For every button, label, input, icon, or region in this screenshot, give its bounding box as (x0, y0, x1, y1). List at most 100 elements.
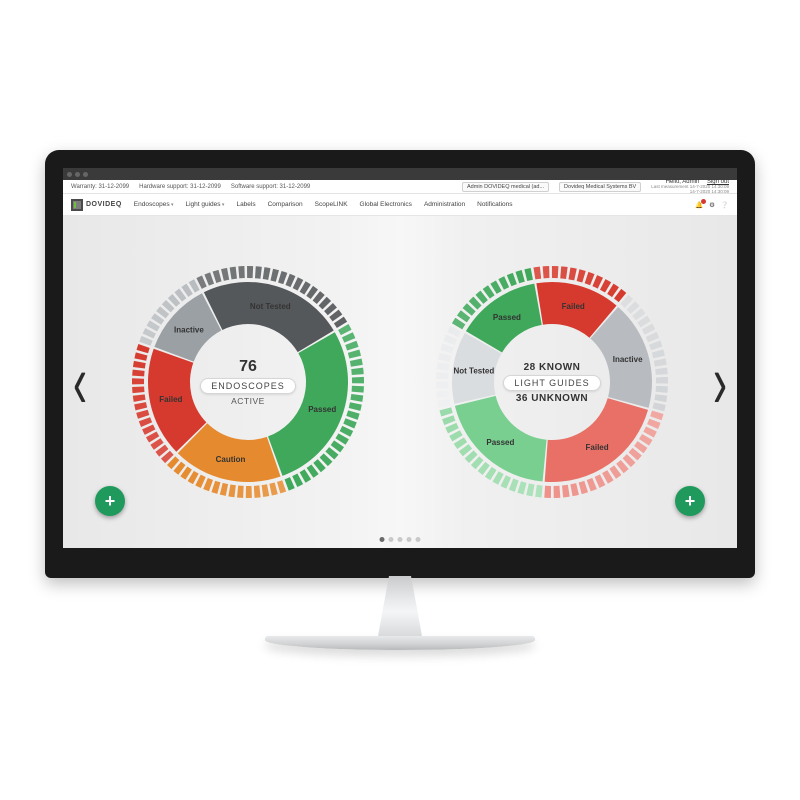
donut-tick (278, 271, 287, 284)
org-selector-2[interactable]: Dovideq Medical Systems BV (559, 182, 641, 192)
donut-tick (132, 370, 144, 377)
donut-tick (277, 480, 286, 493)
nav-item-endoscopes[interactable]: Endoscopes (134, 201, 174, 208)
donut-tick (560, 266, 567, 279)
donut-tick (228, 484, 235, 497)
donut-tick (255, 266, 262, 278)
donut-tick (649, 340, 662, 350)
nav-item-administration[interactable]: Administration (424, 201, 465, 208)
donut-tick (136, 410, 149, 419)
pager-dot[interactable] (389, 537, 394, 542)
donut-tick (139, 417, 152, 427)
donut-tick (132, 378, 144, 384)
brand-logo[interactable]: DOVIDEQ (71, 199, 122, 211)
pager-dot[interactable] (407, 537, 412, 542)
user-block: Hello, Admin Sign out Last measurement 1… (651, 179, 729, 194)
donut-tick (447, 326, 461, 337)
donut-tick (352, 377, 364, 383)
donut-tick (350, 394, 363, 402)
nav-item-comparison[interactable]: Comparison (268, 201, 303, 208)
donut-tick (509, 479, 519, 492)
segment-label: Failed (562, 302, 585, 311)
donut-tick (524, 268, 533, 281)
org-selector-1[interactable]: Admin DOVIDEQ medical (ad... (462, 182, 549, 192)
donut-tick (203, 478, 213, 491)
donut-tick (139, 336, 152, 346)
settings-icon[interactable]: ⚙ (709, 201, 715, 209)
nav-item-scopelink[interactable]: ScopeLINK (315, 201, 348, 208)
donut-tick (501, 475, 512, 488)
segment-label: Passed (486, 438, 514, 447)
donut-tick (133, 394, 146, 401)
donut-tick (230, 267, 237, 280)
donut-tick (437, 362, 450, 370)
hardware-support-text: Hardware support: 31-12-2099 (139, 184, 221, 190)
nav-item-light-guides[interactable]: Light guides (185, 201, 224, 208)
donut-tick (343, 418, 356, 428)
donut-tick (585, 272, 595, 285)
nav-item-global-electronics[interactable]: Global Electronics (360, 201, 412, 208)
browser-titlebar (63, 168, 737, 180)
donut-tick (346, 410, 359, 419)
top-info-strip: Warranty: 31-12-2099 Hardware support: 3… (63, 180, 737, 194)
donut-tick (650, 411, 663, 421)
lightguides-chart: PassedFailedInactiveFailedPassedNot Test… (405, 252, 699, 512)
donut-tick (656, 386, 668, 393)
donut-tick (552, 266, 558, 278)
donut-tick (263, 267, 271, 280)
monitor-stand-neck (345, 576, 455, 636)
donut-tick (579, 481, 588, 494)
carousel-prev-button[interactable]: ‹ (63, 339, 97, 425)
donut-tick (352, 386, 364, 393)
carousel-next-button[interactable]: › (703, 339, 737, 425)
donut-tick (134, 402, 147, 410)
donut-tick (570, 483, 579, 496)
donut-tick (345, 341, 358, 351)
pager-dot[interactable] (416, 537, 421, 542)
main-navbar: DOVIDEQ Endoscopes Light guides Labels Comp… (63, 194, 737, 216)
donut-tick (351, 368, 364, 375)
donut-tick (595, 474, 606, 488)
donut-tick (554, 486, 561, 498)
donut-tick (562, 485, 570, 498)
donut-tick (213, 270, 222, 283)
add-endoscope-button[interactable]: + (95, 486, 125, 516)
bell-icon[interactable]: 🔔 (695, 201, 703, 209)
charts-row: InactiveNot TestedPassedCautionFailed 76… (97, 252, 703, 512)
add-lightguide-button[interactable]: + (675, 486, 705, 516)
donut-tick (438, 353, 451, 362)
lightguides-donut[interactable]: PassedFailedInactiveFailedPassedNot Test… (422, 252, 682, 512)
donut-tick (647, 419, 660, 429)
donut-tick (269, 483, 277, 496)
donut-tick (654, 394, 667, 402)
pager-dot[interactable] (398, 537, 403, 542)
brand-name: DOVIDEQ (86, 201, 122, 208)
donut-tick (653, 403, 666, 412)
donut-tick (211, 481, 220, 494)
segment-label: Failed (586, 443, 609, 452)
donut-tick (132, 387, 144, 394)
pager-dot[interactable] (380, 537, 385, 542)
endoscopes-donut[interactable]: InactiveNot TestedPassedCautionFailed (118, 252, 378, 512)
donut-tick (592, 275, 603, 288)
donut-tick (133, 361, 146, 369)
donut-segment[interactable] (545, 398, 648, 482)
donut-tick (436, 372, 448, 379)
help-icon[interactable]: ❔ (721, 201, 729, 209)
donut-tick (438, 399, 451, 408)
donut-tick (577, 269, 586, 282)
donut-tick (445, 423, 458, 434)
carousel-pager[interactable] (380, 537, 421, 542)
donut-tick (517, 481, 526, 494)
donut-tick (652, 349, 665, 358)
donut-tick (137, 344, 150, 353)
segment-label: Not Tested (250, 302, 291, 311)
donut-tick (535, 485, 542, 498)
nav-item-labels[interactable]: Labels (236, 201, 255, 208)
donut-tick (442, 415, 455, 425)
donut-tick (246, 486, 252, 498)
donut-tick (348, 350, 361, 359)
donut-tick (285, 274, 295, 287)
nav-item-notifications[interactable]: Notifications (477, 201, 512, 208)
screen-bezel: Warranty: 31-12-2099 Hardware support: 3… (45, 150, 755, 578)
